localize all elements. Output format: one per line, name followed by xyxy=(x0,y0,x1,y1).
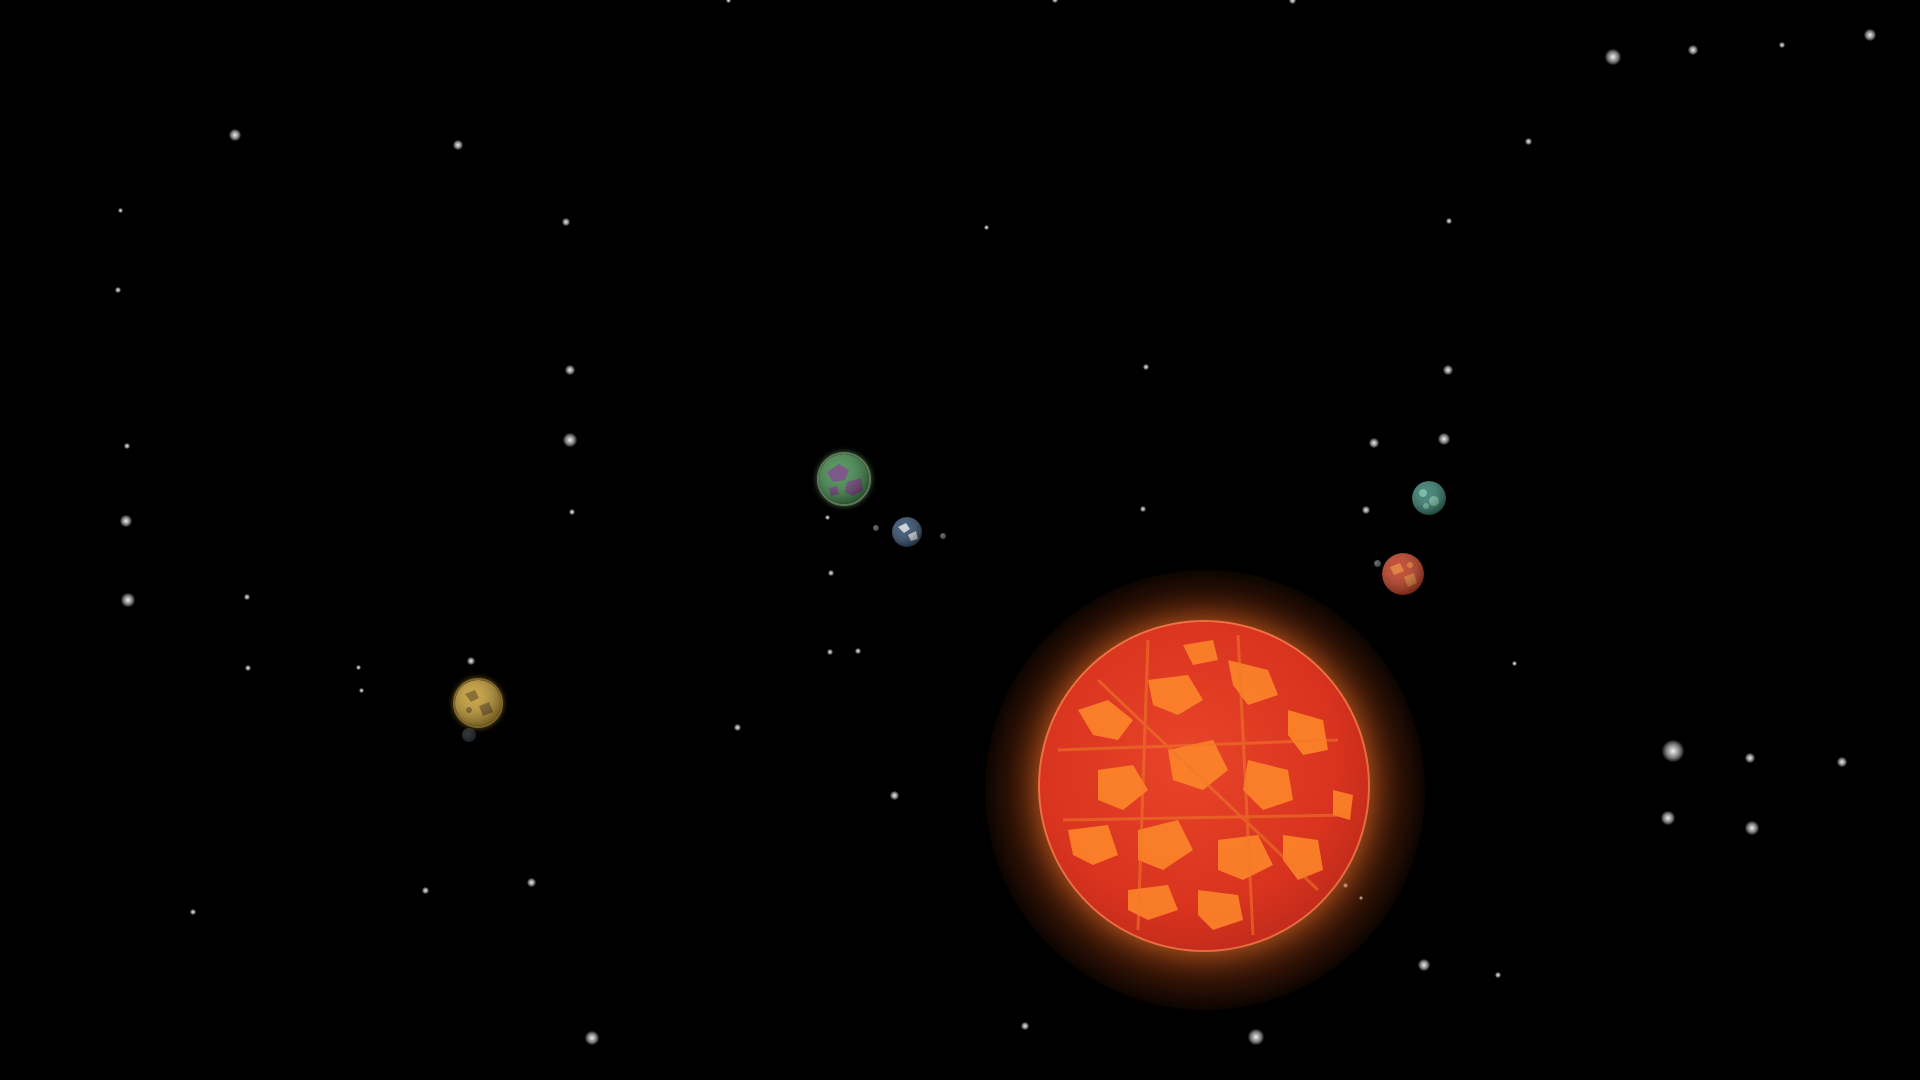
star xyxy=(1369,438,1379,448)
star xyxy=(733,723,741,731)
star xyxy=(983,224,989,230)
star xyxy=(1021,1022,1029,1030)
star xyxy=(1661,811,1675,825)
star xyxy=(526,877,536,887)
star xyxy=(1662,740,1684,762)
moon-icon xyxy=(873,525,879,531)
red-rocky-planet-texture xyxy=(1382,553,1424,595)
star xyxy=(245,665,251,671)
star xyxy=(725,0,731,3)
star xyxy=(190,909,196,915)
star xyxy=(1248,1029,1264,1045)
moon-icon xyxy=(462,728,476,742)
star xyxy=(1864,29,1876,41)
star xyxy=(1446,218,1452,224)
star xyxy=(855,648,861,654)
star xyxy=(1052,0,1058,3)
star xyxy=(355,664,361,670)
star xyxy=(117,207,123,213)
star xyxy=(121,593,135,607)
green-purple-planet-icon[interactable] xyxy=(817,452,871,506)
star xyxy=(563,433,577,447)
star xyxy=(569,509,575,515)
star xyxy=(229,129,241,141)
star xyxy=(562,218,570,226)
star xyxy=(1143,364,1149,370)
star xyxy=(358,687,364,693)
star xyxy=(115,287,121,293)
red-giant-star-icon[interactable] xyxy=(1038,620,1370,952)
golden-planet-icon[interactable] xyxy=(453,678,503,728)
star xyxy=(1524,137,1532,145)
moon-icon xyxy=(1374,560,1381,567)
star xyxy=(1605,49,1621,65)
star xyxy=(1418,959,1430,971)
star xyxy=(827,649,833,655)
red-giant-star-texture xyxy=(1038,620,1370,952)
green-purple-planet-texture xyxy=(819,454,869,504)
star xyxy=(244,594,250,600)
moon-icon xyxy=(940,533,946,539)
star xyxy=(120,515,132,527)
star xyxy=(1745,753,1755,763)
star xyxy=(1688,45,1698,55)
star xyxy=(453,140,463,150)
earthlike-planet-icon[interactable] xyxy=(892,517,922,547)
star xyxy=(1140,506,1146,512)
star xyxy=(1511,660,1517,666)
star xyxy=(1779,42,1785,48)
star xyxy=(467,657,475,665)
golden-planet-texture xyxy=(455,680,501,726)
earthlike-planet-texture xyxy=(892,517,922,547)
star xyxy=(1288,0,1296,4)
star xyxy=(828,570,834,576)
star xyxy=(1438,433,1450,445)
red-rocky-planet-icon[interactable] xyxy=(1382,553,1424,595)
teal-planet-texture xyxy=(1412,481,1446,515)
star xyxy=(824,514,830,520)
teal-planet-icon[interactable] xyxy=(1412,481,1446,515)
star xyxy=(585,1031,599,1045)
star xyxy=(421,886,429,894)
star xyxy=(1443,365,1453,375)
star xyxy=(1837,757,1847,767)
star xyxy=(1495,972,1501,978)
star xyxy=(565,365,575,375)
star xyxy=(1362,506,1370,514)
star xyxy=(1745,821,1759,835)
star xyxy=(124,443,130,449)
star xyxy=(889,790,899,800)
